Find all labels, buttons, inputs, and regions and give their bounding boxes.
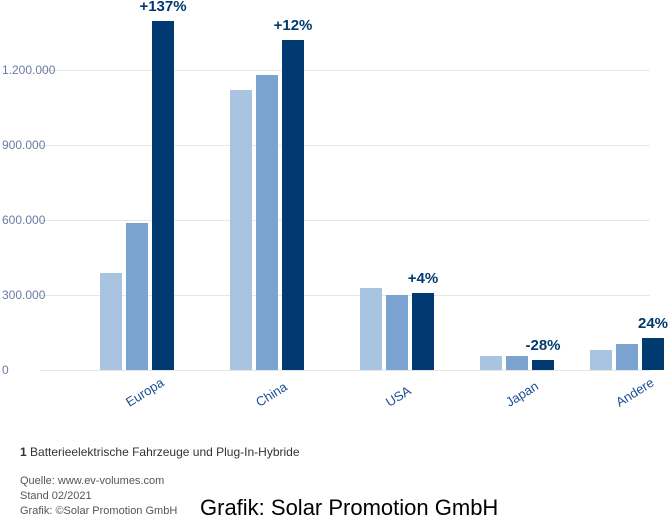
bar xyxy=(100,273,122,371)
y-tick-label: 300.000 xyxy=(2,288,72,302)
source-line-2: Grafik: ©Solar Promotion GmbH xyxy=(20,505,177,517)
source-line-1: Stand 02/2021 xyxy=(20,490,92,502)
percent-label: +12% xyxy=(274,17,313,34)
bar xyxy=(532,360,554,370)
x-axis-labels: EuropaChinaUSAJapanAndere xyxy=(40,375,650,425)
plot-area: 0300.000600.000900.0001.200.000+137%+12%… xyxy=(40,20,650,370)
y-tick-label: 1.200.000 xyxy=(2,63,72,77)
bar-group xyxy=(590,338,664,371)
bar xyxy=(480,356,502,370)
y-tick-label: 600.000 xyxy=(2,213,72,227)
footnote-number: 1 xyxy=(20,445,27,459)
x-axis-label: USA xyxy=(383,383,414,410)
bar-group xyxy=(100,21,174,370)
gridline xyxy=(40,370,650,371)
bar xyxy=(256,75,278,370)
bar xyxy=(360,288,382,371)
footnote-text: Batterieelektrische Fahrzeuge und Plug-I… xyxy=(30,445,299,459)
bar xyxy=(412,293,434,371)
bar xyxy=(152,21,174,370)
y-tick-label: 900.000 xyxy=(2,138,72,152)
x-axis-label: Andere xyxy=(613,375,657,410)
x-axis-label: China xyxy=(253,379,290,410)
bar xyxy=(282,40,304,370)
percent-label: +137% xyxy=(139,0,186,15)
bar xyxy=(126,223,148,371)
bar-group xyxy=(480,356,554,370)
chart-container: 0300.000600.000900.0001.200.000+137%+12%… xyxy=(0,0,672,528)
percent-label: 24% xyxy=(638,315,668,332)
bar xyxy=(616,344,638,370)
x-axis-label: Japan xyxy=(503,378,541,409)
bar-group xyxy=(230,40,304,370)
source-line-0: Quelle: www.ev-volumes.com xyxy=(20,475,164,487)
bar xyxy=(230,90,252,370)
bar xyxy=(506,356,528,370)
percent-label: +4% xyxy=(408,270,438,287)
bar-group xyxy=(360,288,434,371)
percent-label: -28% xyxy=(525,337,560,354)
watermark: Grafik: Solar Promotion GmbH xyxy=(200,495,498,521)
footnote: 1 Batterieelektrische Fahrzeuge und Plug… xyxy=(20,445,300,459)
bar xyxy=(642,338,664,371)
bar xyxy=(590,350,612,370)
x-axis-label: Europa xyxy=(123,375,167,410)
bar xyxy=(386,295,408,370)
